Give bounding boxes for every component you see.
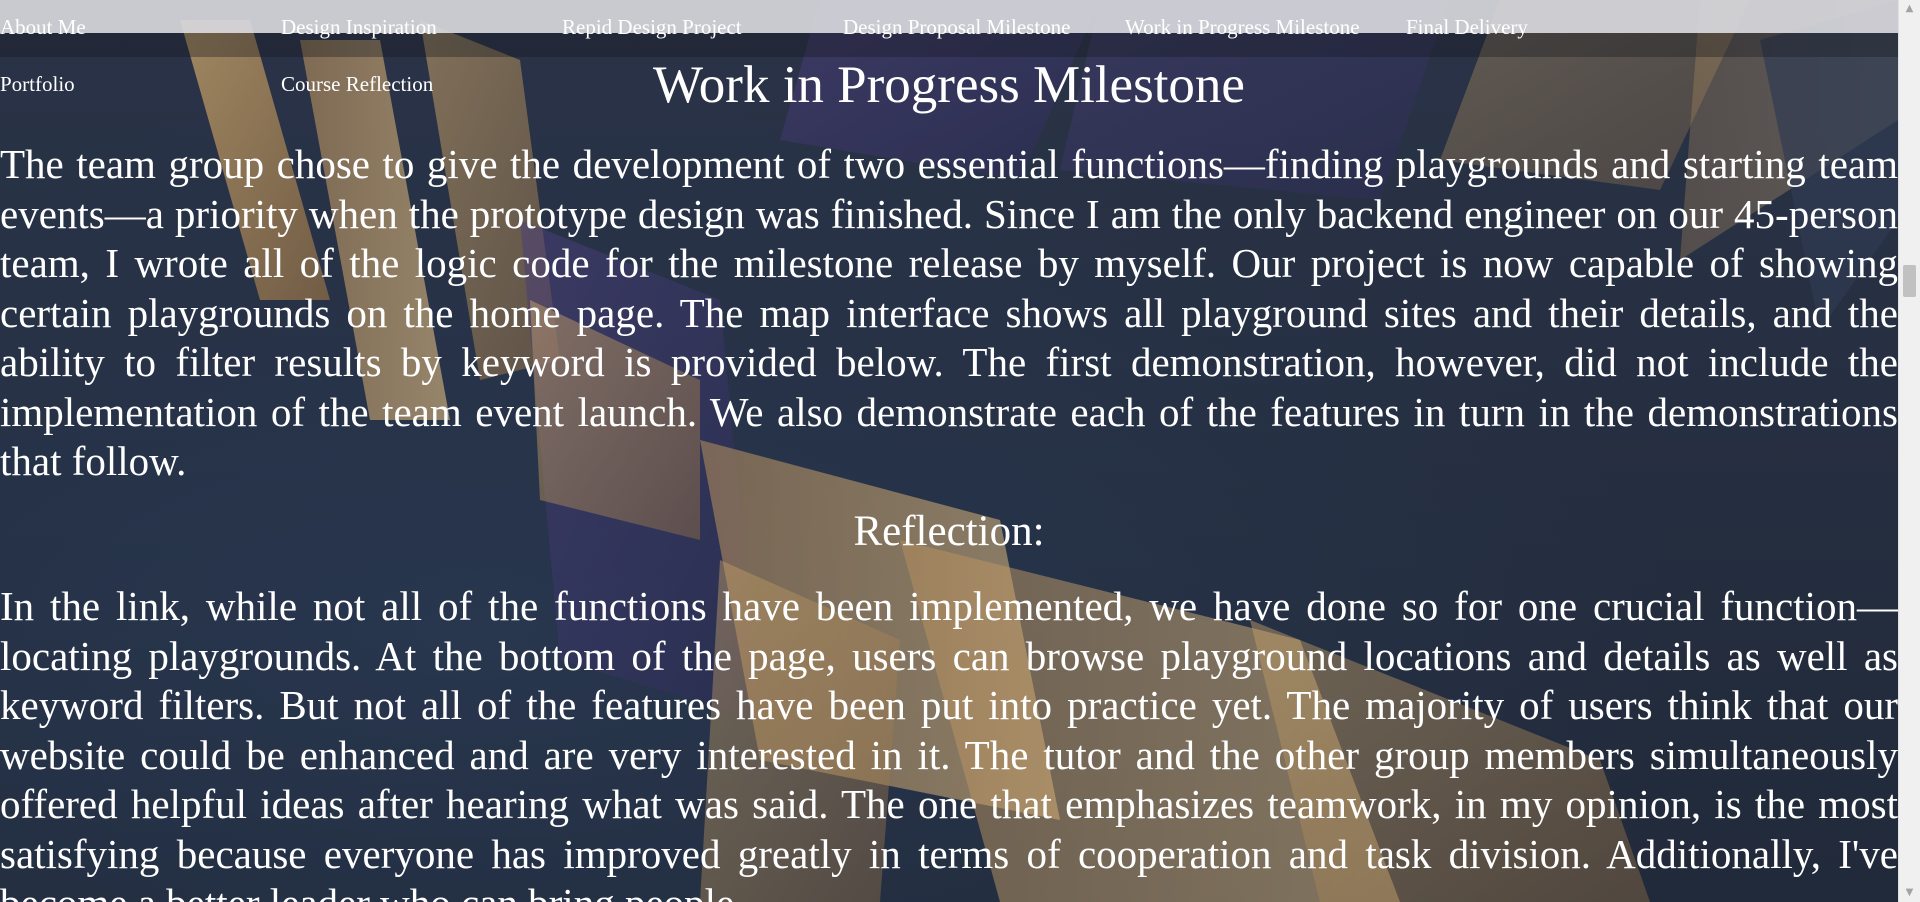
nav-link-course-reflection[interactable]: Course Reflection [281, 72, 434, 96]
intro-paragraph: The team group chose to give the develop… [0, 141, 1898, 484]
nav-link-work-in-progress-milestone[interactable]: Work in Progress Milestone [1125, 15, 1360, 39]
vertical-scrollbar[interactable]: ▲ ▼ [1898, 0, 1920, 902]
nav-bar-background [0, 0, 1898, 33]
scrollbar-thumb[interactable] [1903, 265, 1916, 297]
scroll-down-icon[interactable]: ▼ [1905, 887, 1914, 898]
reflection-paragraph: In the link, while not all of the functi… [0, 583, 1898, 902]
scroll-up-icon[interactable]: ▲ [1905, 3, 1914, 14]
nav-link-design-proposal-milestone[interactable]: Design Proposal Milestone [843, 15, 1071, 39]
nav-bar-shadow [0, 33, 1898, 57]
reflection-heading: Reflection: [853, 508, 1045, 555]
nav-link-final-delivery[interactable]: Final Delivery [1406, 15, 1528, 39]
nav-link-repid-design-project[interactable]: Repid Design Project [562, 15, 742, 39]
nav-link-about-me[interactable]: About Me [0, 15, 86, 39]
nav-link-portfolio[interactable]: Portfolio [0, 72, 75, 96]
nav-link-design-inspiration[interactable]: Design Inspiration [281, 15, 437, 39]
page-title: Work in Progress Milestone [653, 56, 1245, 114]
